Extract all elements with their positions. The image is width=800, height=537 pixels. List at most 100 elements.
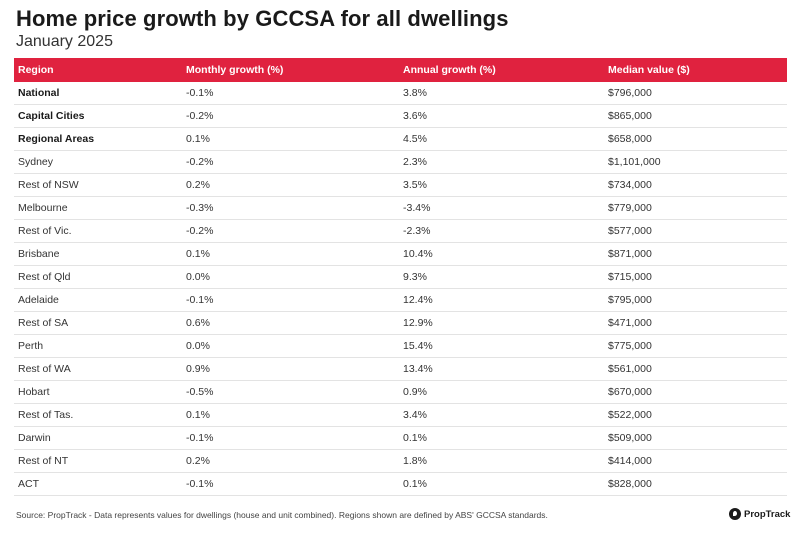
cell-region: Rest of NT: [14, 449, 182, 473]
table-row: Rest of WA 0.9% 13.4% $561,000: [14, 357, 787, 381]
cell-median-value: $871,000: [604, 242, 787, 266]
growth-table: Region Monthly growth (%) Annual growth …: [14, 58, 787, 496]
cell-median-value: $775,000: [604, 334, 787, 358]
table-row: ACT -0.1% 0.1% $828,000: [14, 472, 787, 496]
cell-monthly-growth: 0.9%: [182, 357, 399, 381]
table-row: Brisbane 0.1% 10.4% $871,000: [14, 242, 787, 266]
cell-median-value: $509,000: [604, 426, 787, 450]
cell-annual-growth: 0.1%: [399, 472, 604, 496]
cell-region: Darwin: [14, 426, 182, 450]
cell-annual-growth: 10.4%: [399, 242, 604, 266]
cell-annual-growth: 0.9%: [399, 380, 604, 404]
cell-region: Capital Cities: [14, 104, 182, 128]
cell-annual-growth: 15.4%: [399, 334, 604, 358]
table-row: Rest of Vic. -0.2% -2.3% $577,000: [14, 219, 787, 243]
cell-median-value: $658,000: [604, 127, 787, 151]
cell-region: Adelaide: [14, 288, 182, 312]
cell-region: Hobart: [14, 380, 182, 404]
cell-monthly-growth: -0.2%: [182, 219, 399, 243]
table-row: Darwin -0.1% 0.1% $509,000: [14, 426, 787, 450]
cell-annual-growth: 3.8%: [399, 82, 604, 105]
cell-monthly-growth: -0.1%: [182, 288, 399, 312]
cell-monthly-growth: -0.1%: [182, 472, 399, 496]
cell-region: Rest of Qld: [14, 265, 182, 289]
cell-median-value: $577,000: [604, 219, 787, 243]
cell-annual-growth: 13.4%: [399, 357, 604, 381]
cell-annual-growth: 2.3%: [399, 150, 604, 174]
cell-median-value: $779,000: [604, 196, 787, 220]
table-row: Rest of Qld 0.0% 9.3% $715,000: [14, 265, 787, 289]
column-header-median-value: Median value ($): [608, 64, 690, 76]
cell-monthly-growth: -0.2%: [182, 104, 399, 128]
cell-annual-growth: 3.5%: [399, 173, 604, 197]
cell-monthly-growth: -0.1%: [182, 426, 399, 450]
cell-monthly-growth: 0.0%: [182, 334, 399, 358]
table-header-row: Region Monthly growth (%) Annual growth …: [14, 58, 787, 82]
cell-annual-growth: 9.3%: [399, 265, 604, 289]
cell-monthly-growth: 0.2%: [182, 449, 399, 473]
cell-median-value: $796,000: [604, 82, 787, 105]
cell-median-value: $471,000: [604, 311, 787, 335]
cell-annual-growth: 4.5%: [399, 127, 604, 151]
cell-region: Perth: [14, 334, 182, 358]
page-subtitle: January 2025: [16, 33, 113, 50]
cell-region: Sydney: [14, 150, 182, 174]
cell-monthly-growth: -0.5%: [182, 380, 399, 404]
table-row: Perth 0.0% 15.4% $775,000: [14, 334, 787, 358]
cell-region: Regional Areas: [14, 127, 182, 151]
column-header-annual-growth: Annual growth (%): [403, 64, 496, 76]
cell-monthly-growth: 0.6%: [182, 311, 399, 335]
table-body: National -0.1% 3.8% $796,000 Capital Cities -…: [14, 82, 787, 496]
cell-median-value: $670,000: [604, 380, 787, 404]
cell-region: Rest of Vic.: [14, 219, 182, 243]
proptrack-logo: PropTrack: [729, 508, 790, 520]
cell-median-value: $865,000: [604, 104, 787, 128]
table-row: National -0.1% 3.8% $796,000: [14, 82, 787, 105]
cell-median-value: $715,000: [604, 265, 787, 289]
source-note: Source: PropTrack - Data represents valu…: [16, 510, 548, 520]
cell-region: Rest of WA: [14, 357, 182, 381]
table-row: Rest of NSW 0.2% 3.5% $734,000: [14, 173, 787, 197]
cell-region: Rest of Tas.: [14, 403, 182, 427]
cell-monthly-growth: -0.3%: [182, 196, 399, 220]
table-row: Capital Cities -0.2% 3.6% $865,000: [14, 104, 787, 128]
cell-region: National: [14, 82, 182, 105]
cell-monthly-growth: -0.2%: [182, 150, 399, 174]
cell-median-value: $414,000: [604, 449, 787, 473]
cell-monthly-growth: 0.1%: [182, 127, 399, 151]
table-row: Adelaide -0.1% 12.4% $795,000: [14, 288, 787, 312]
cell-annual-growth: -2.3%: [399, 219, 604, 243]
cell-median-value: $795,000: [604, 288, 787, 312]
cell-monthly-growth: 0.2%: [182, 173, 399, 197]
location-pin-icon: [729, 508, 741, 520]
table-row: Melbourne -0.3% -3.4% $779,000: [14, 196, 787, 220]
table-row: Sydney -0.2% 2.3% $1,101,000: [14, 150, 787, 174]
cell-region: Brisbane: [14, 242, 182, 266]
cell-region: Rest of NSW: [14, 173, 182, 197]
cell-median-value: $1,101,000: [604, 150, 787, 174]
cell-median-value: $561,000: [604, 357, 787, 381]
table-row: Regional Areas 0.1% 4.5% $658,000: [14, 127, 787, 151]
cell-region: ACT: [14, 472, 182, 496]
cell-annual-growth: 3.6%: [399, 104, 604, 128]
cell-monthly-growth: 0.0%: [182, 265, 399, 289]
brand-name: PropTrack: [744, 508, 791, 520]
table-row: Hobart -0.5% 0.9% $670,000: [14, 380, 787, 404]
table-row: Rest of SA 0.6% 12.9% $471,000: [14, 311, 787, 335]
cell-monthly-growth: 0.1%: [182, 403, 399, 427]
cell-annual-growth: 0.1%: [399, 426, 604, 450]
cell-annual-growth: 12.9%: [399, 311, 604, 335]
table-row: Rest of NT 0.2% 1.8% $414,000: [14, 449, 787, 473]
cell-median-value: $734,000: [604, 173, 787, 197]
cell-monthly-growth: 0.1%: [182, 242, 399, 266]
cell-annual-growth: -3.4%: [399, 196, 604, 220]
page-title: Home price growth by GCCSA for all dwell…: [16, 6, 509, 31]
table-row: Rest of Tas. 0.1% 3.4% $522,000: [14, 403, 787, 427]
cell-median-value: $828,000: [604, 472, 787, 496]
cell-annual-growth: 3.4%: [399, 403, 604, 427]
cell-monthly-growth: -0.1%: [182, 82, 399, 105]
cell-region: Rest of SA: [14, 311, 182, 335]
cell-annual-growth: 1.8%: [399, 449, 604, 473]
cell-region: Melbourne: [14, 196, 182, 220]
cell-annual-growth: 12.4%: [399, 288, 604, 312]
